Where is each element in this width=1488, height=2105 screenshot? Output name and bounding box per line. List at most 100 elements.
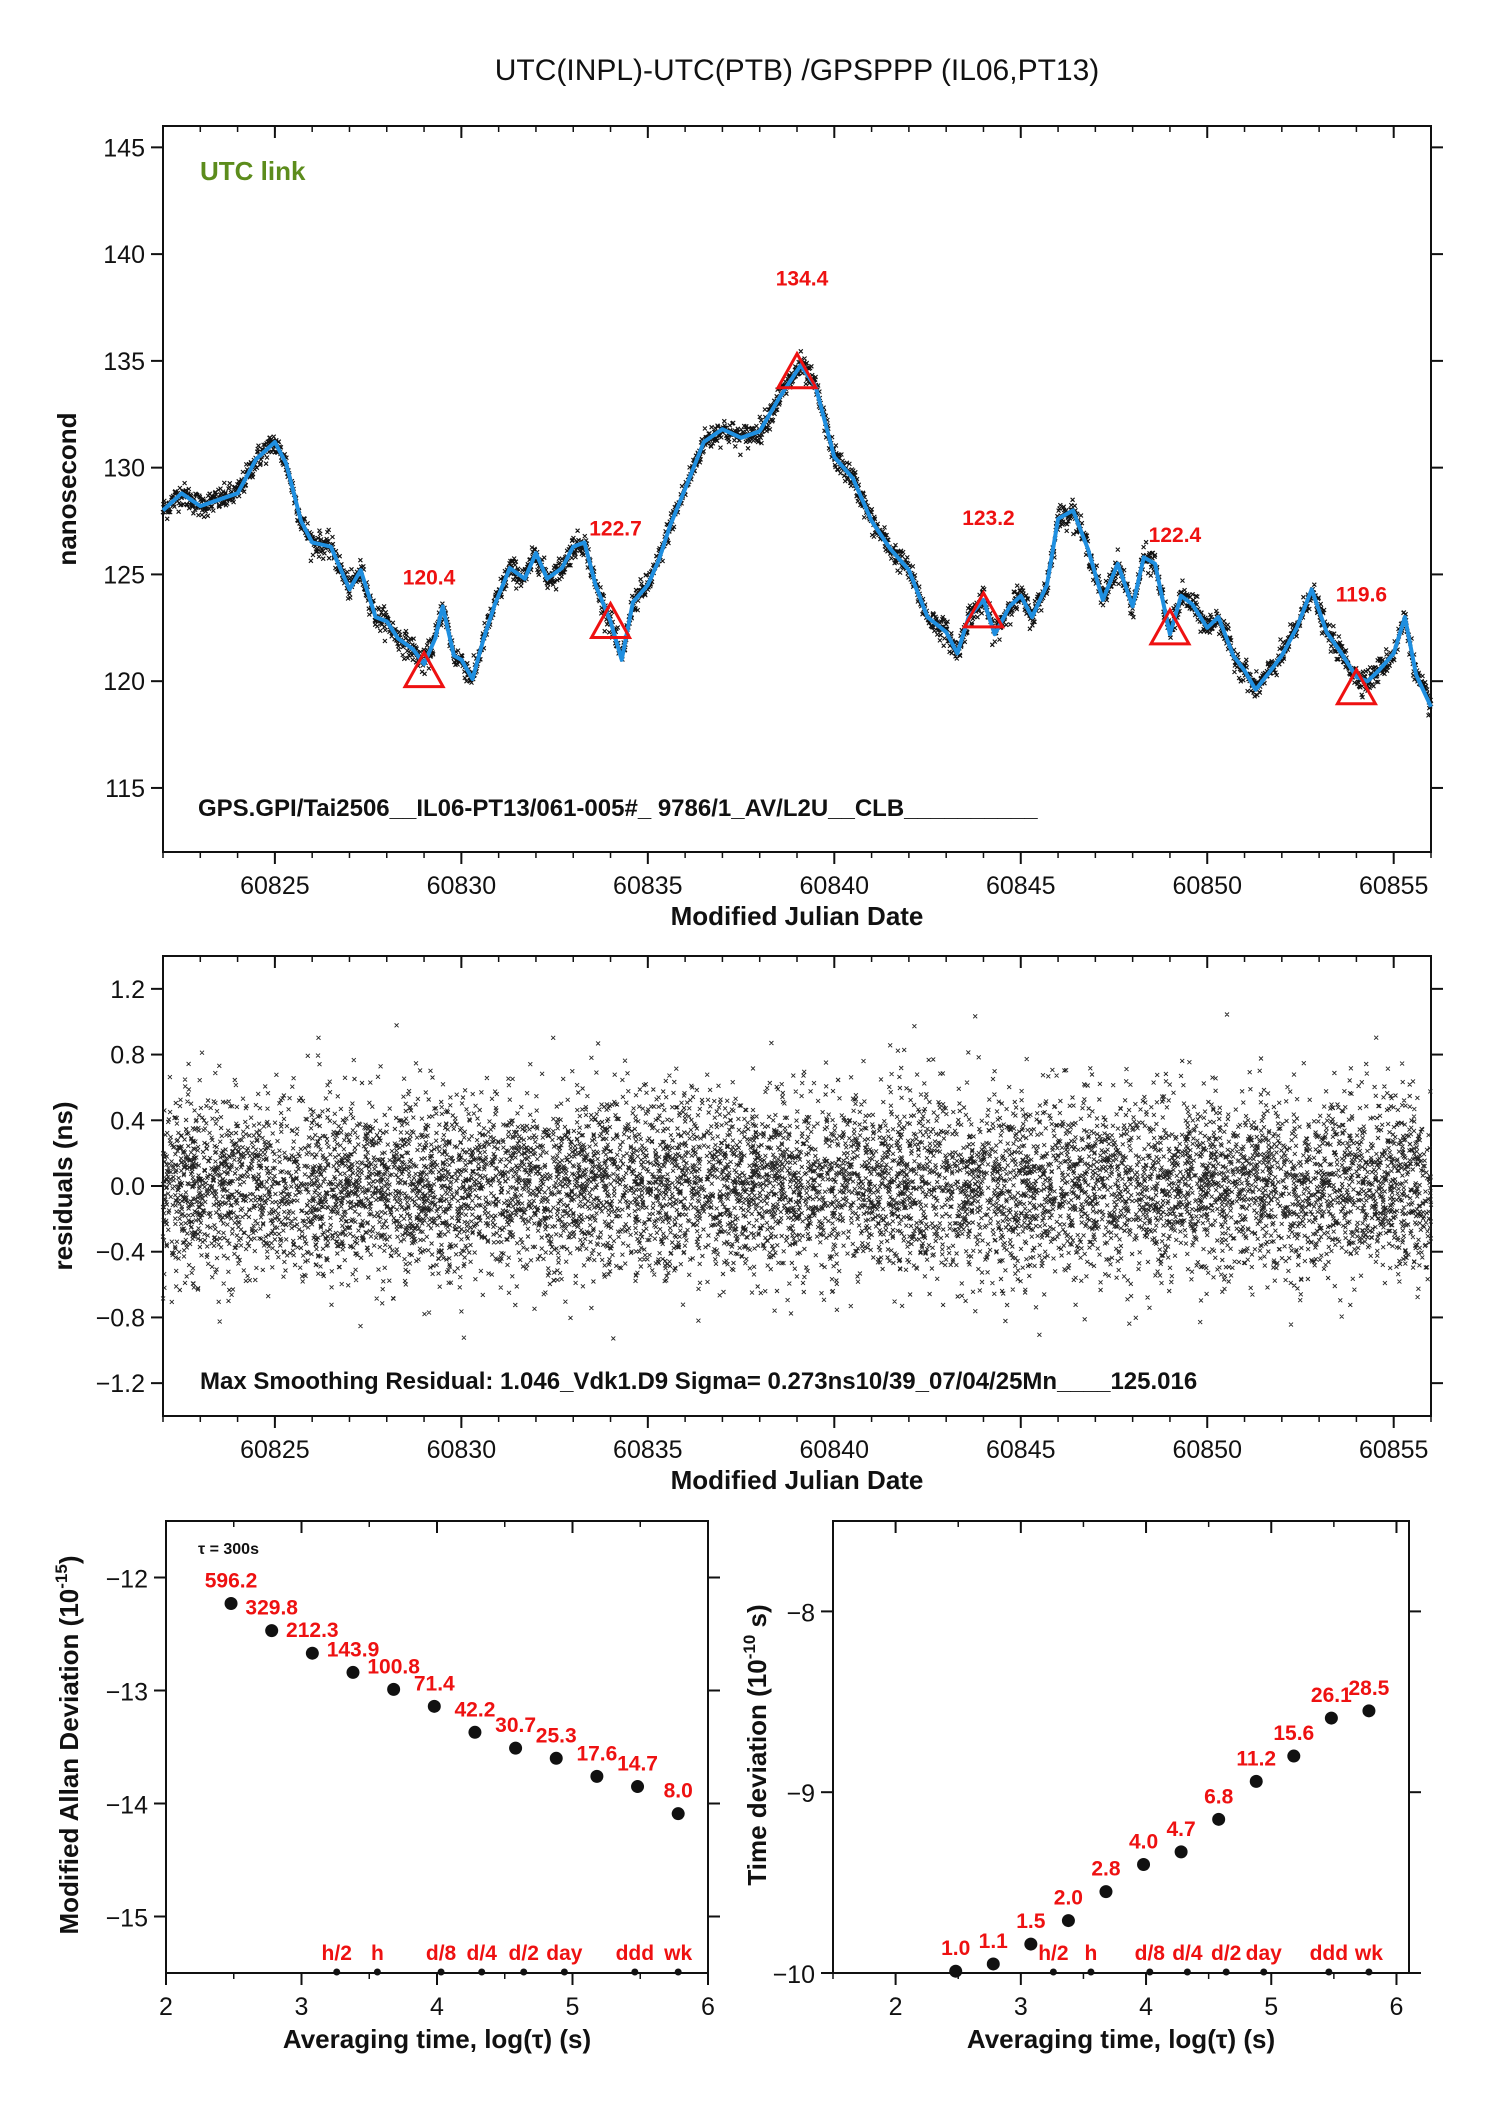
time-series-xtick-label: 60835 <box>613 872 683 900</box>
link-label: UTC link <box>200 156 306 186</box>
allan-point <box>224 1596 238 1610</box>
tdev-value-label: 1.1 <box>979 1930 1009 1953</box>
time-deviation-panel: 2 3 4 5 6 −8 −9 −10 1.0 1.1 1.5 2.0 2.8 4.0 4.7 6.811.… <box>740 1520 1421 2054</box>
allan-ytick-label: −15 <box>106 1905 148 1933</box>
tdev-xtick-label: 3 <box>1014 1993 1028 2021</box>
allan-timescale-marker <box>333 1968 341 1976</box>
allan-deviation-panel: 2 3 4 5 6 −12 −13 −14 −15 596.2 329.8212.3143.910… <box>52 1520 720 2054</box>
extremum-triangle-marker <box>588 600 633 640</box>
tdev-xtick-label: 5 <box>1264 1993 1278 2021</box>
residual-stats-footer: Max Smoothing Residual: 1.046_Vdk1.D9 Si… <box>200 1368 1197 1395</box>
time-series-axes: 60825 60830 60835 60840 60845 60850 60855 115 12… <box>103 126 1443 900</box>
time-series-ytick-label: 130 <box>103 455 145 483</box>
allan-timescale-label: d/8 <box>426 1942 457 1965</box>
tdev-timescale-label: d/4 <box>1172 1942 1203 1965</box>
allan-value-label: 17.6 <box>576 1742 617 1765</box>
tdev-points: 1.0 1.1 1.5 2.0 2.8 4.0 4.7 6.811.215.6 26.128.5… <box>941 1677 1390 1978</box>
figure-title: UTC(INPL)-UTC(PTB) /GPSPPP (IL06,PT13) <box>495 54 1100 87</box>
allan-timescale-marker <box>674 1968 682 1976</box>
tdev-timescale-marker <box>1146 1968 1154 1976</box>
allan-point <box>265 1624 279 1638</box>
tdev-timescale-marker <box>1365 1968 1373 1976</box>
residuals-ytick-label: −0.4 <box>96 1239 145 1267</box>
allan-timescale-marker <box>520 1968 528 1976</box>
allan-timescale-marker <box>631 1968 639 1976</box>
tdev-value-label: 1.5 <box>1016 1910 1046 1933</box>
allan-xtick-label: 4 <box>430 1993 444 2021</box>
allan-value-label: 212.3 <box>286 1619 339 1642</box>
allan-point <box>549 1751 563 1765</box>
residuals-xlabel: Modified Julian Date <box>671 1465 924 1495</box>
allan-xtick-label: 5 <box>566 1993 580 2021</box>
allan-timescale-label: ddd <box>616 1942 654 1965</box>
smoothed-fit-line <box>161 363 1433 708</box>
residual-cross-points <box>160 1012 1434 1341</box>
allan-point <box>387 1682 401 1696</box>
tdev-value-label: 4.0 <box>1129 1831 1158 1854</box>
allan-axes: 2 3 4 5 6 −12 −13 −14 −15 <box>106 1521 720 2021</box>
extremum-value-label: 122.4 <box>1149 524 1202 547</box>
allan-timescale-marker <box>478 1968 486 1976</box>
time-series-xtick-label: 60845 <box>986 872 1056 900</box>
time-series-ytick-label: 135 <box>103 348 145 376</box>
allan-point <box>590 1769 604 1783</box>
time-series-ytick-label: 120 <box>103 668 145 696</box>
tdev-axes: 2 3 4 5 6 −8 −9 −10 <box>773 1521 1421 2021</box>
allan-point <box>305 1646 319 1660</box>
allan-xtick-label: 6 <box>701 1993 715 2021</box>
extremum-triangle-marker <box>402 649 446 689</box>
series-id-footer: GPS.GPI/Tai2506__IL06-PT13/061-005#_ 978… <box>198 795 1038 822</box>
tdev-value-label: 15.6 <box>1273 1722 1314 1745</box>
tdev-point <box>1174 1845 1188 1859</box>
residuals-xtick-label: 60840 <box>800 1436 870 1464</box>
tdev-xlabel: Averaging time, log(τ) (s) <box>967 2024 1275 2054</box>
allan-timescale-label: d/2 <box>509 1942 539 1965</box>
time-series-xtick-label: 60855 <box>1359 872 1429 900</box>
extremum-triangle-marker <box>775 350 819 390</box>
residuals-ytick-label: −1.2 <box>96 1370 145 1398</box>
residuals-ytick-label: 0.4 <box>110 1107 145 1135</box>
allan-value-label: 30.7 <box>495 1714 536 1737</box>
tdev-value-label: 4.7 <box>1167 1818 1196 1841</box>
tdev-timescale-label: d/8 <box>1135 1942 1166 1965</box>
allan-value-label: 596.2 <box>205 1569 258 1592</box>
residuals-ylabel: residuals (ns) <box>48 1101 78 1270</box>
tdev-frame <box>832 1520 1410 1974</box>
residuals-xtick-label: 60825 <box>240 1436 310 1464</box>
tdev-timescale-label: h <box>1085 1942 1098 1965</box>
residuals-xtick-label: 60835 <box>613 1436 683 1464</box>
tdev-point <box>1024 1937 1038 1951</box>
allan-ytick-label: −14 <box>106 1792 149 1820</box>
tdev-value-label: 2.8 <box>1091 1858 1121 1881</box>
extremum-value-label: 120.4 <box>403 567 456 590</box>
allan-value-label: 8.0 <box>664 1780 693 1803</box>
tdev-timescale-marker <box>1087 1968 1095 1976</box>
tdev-timescale-label: h/2 <box>1038 1942 1068 1965</box>
raw-data-points <box>160 348 1434 718</box>
tdev-timescale-marker <box>1325 1968 1333 1976</box>
residuals-xtick-label: 60845 <box>986 1436 1056 1464</box>
tdev-ytick-label: −9 <box>786 1780 815 1808</box>
time-series-ytick-label: 125 <box>103 561 145 589</box>
tdev-xtick-label: 2 <box>889 1993 903 2021</box>
time-series-xtick-label: 60825 <box>240 872 310 900</box>
tdev-timescale-marker <box>1260 1968 1268 1976</box>
tdev-point <box>1212 1812 1226 1826</box>
tdev-ytick-label: −8 <box>786 1599 815 1627</box>
allan-xtick-label: 3 <box>295 1993 309 2021</box>
tdev-point <box>986 1957 1000 1971</box>
tdev-value-label: 2.0 <box>1054 1887 1083 1910</box>
tdev-point <box>1137 1858 1151 1872</box>
allan-point <box>468 1725 482 1739</box>
residuals-axes: 60825 60830 60835 60840 60845 60850 60855 1.2 0.… <box>96 956 1443 1464</box>
allan-value-label: 100.8 <box>367 1655 420 1678</box>
time-series-xtick-label: 60830 <box>427 872 497 900</box>
time-series-ytick-label: 115 <box>105 775 145 803</box>
allan-timescale-label: d/4 <box>467 1942 498 1965</box>
allan-point <box>671 1807 685 1821</box>
extremum-value-label: 134.4 <box>776 268 829 291</box>
tdev-timescale-label: day <box>1246 1942 1283 1965</box>
time-series-ytick-label: 145 <box>103 134 145 162</box>
time-series-xtick-label: 60840 <box>800 872 870 900</box>
